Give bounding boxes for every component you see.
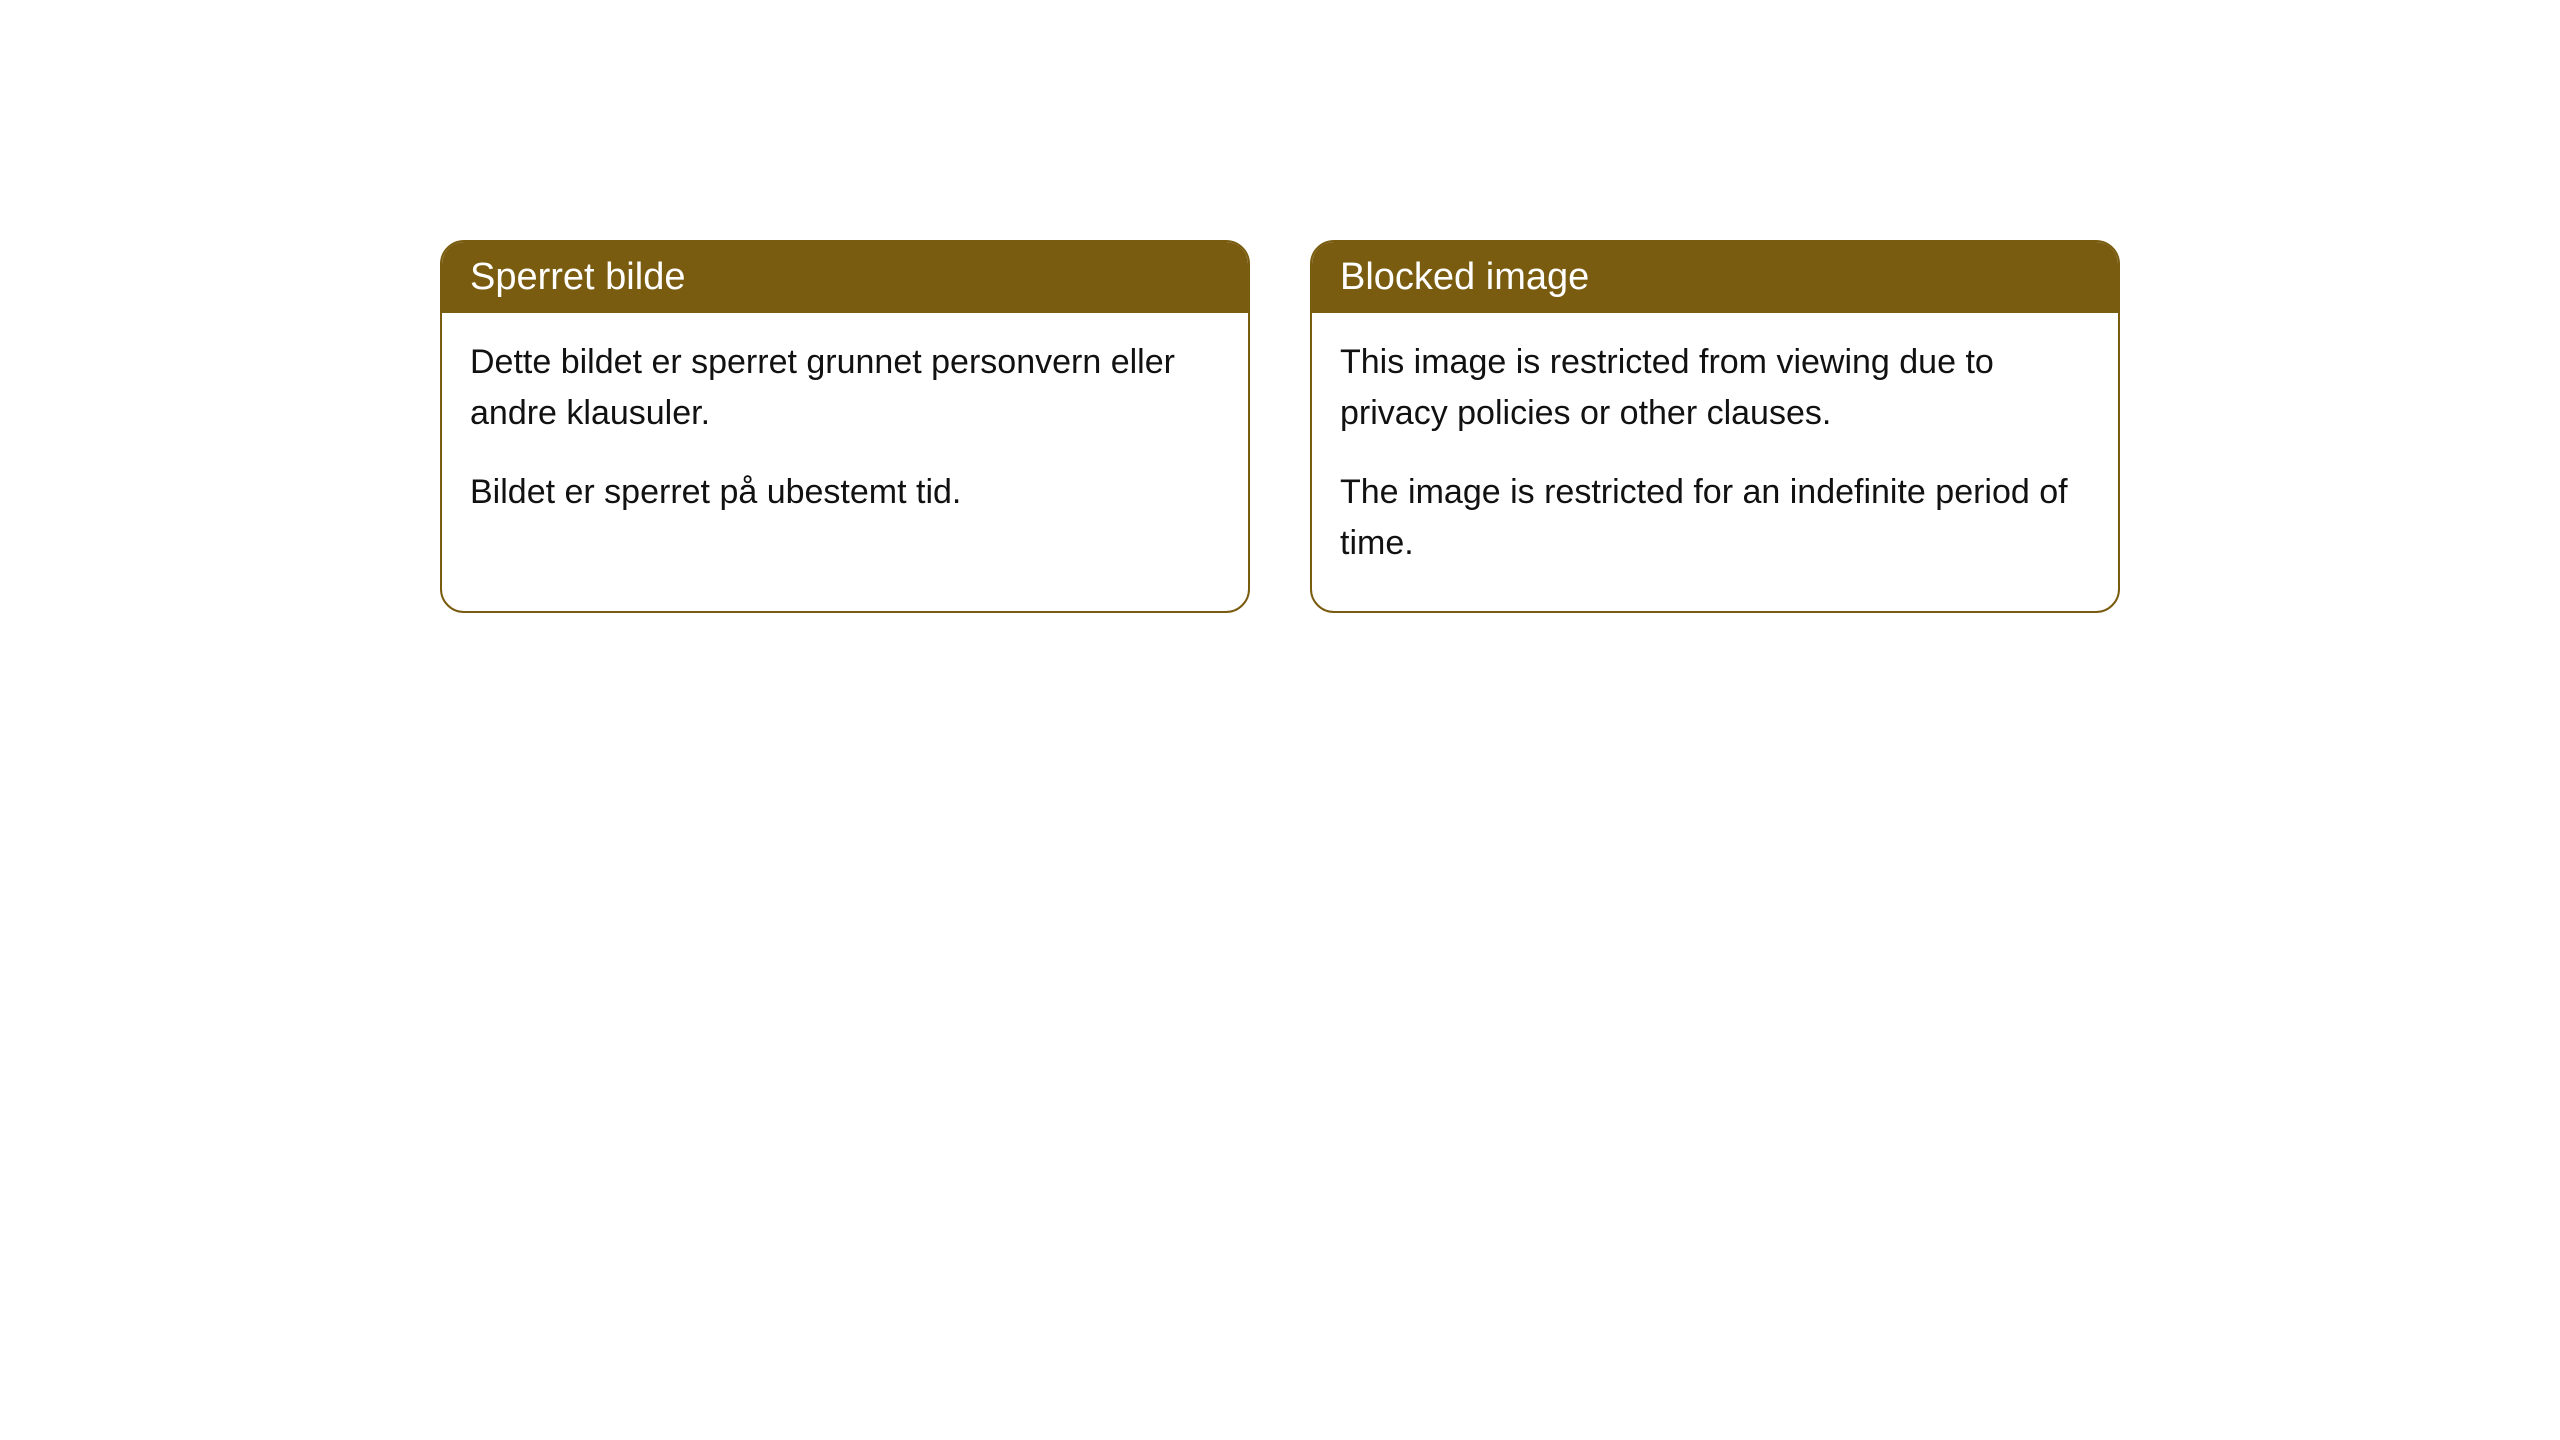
notice-cards-container: Sperret bilde Dette bildet er sperret gr…	[0, 240, 2560, 613]
card-title: Sperret bilde	[470, 256, 685, 298]
card-header: Blocked image	[1312, 242, 2118, 313]
card-paragraph: Bildet er sperret på ubestemt tid.	[470, 467, 1220, 518]
card-body: This image is restricted from viewing du…	[1312, 313, 2118, 611]
notice-card-english: Blocked image This image is restricted f…	[1310, 240, 2120, 613]
card-body: Dette bildet er sperret grunnet personve…	[442, 313, 1248, 560]
card-paragraph: This image is restricted from viewing du…	[1340, 337, 2090, 439]
card-header: Sperret bilde	[442, 242, 1248, 313]
card-title: Blocked image	[1340, 256, 1589, 298]
card-paragraph: The image is restricted for an indefinit…	[1340, 467, 2090, 569]
card-paragraph: Dette bildet er sperret grunnet personve…	[470, 337, 1220, 439]
notice-card-norwegian: Sperret bilde Dette bildet er sperret gr…	[440, 240, 1250, 613]
